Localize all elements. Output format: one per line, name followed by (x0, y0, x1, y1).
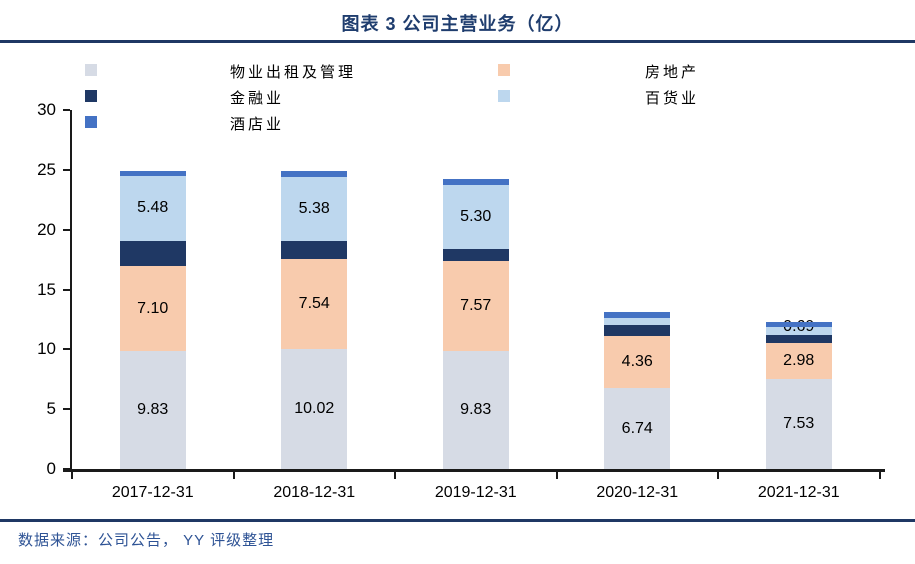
y-axis-tick (63, 228, 70, 231)
y-axis-label: 15 (37, 279, 56, 299)
x-axis-label: 2017-12-31 (111, 484, 194, 501)
bar-segment-label: 6.74 (621, 419, 653, 437)
bar-segment (119, 170, 186, 176)
legend-label: 酒店业 (230, 115, 285, 133)
x-axis-tick (555, 471, 558, 479)
bar-segment-label: 10.02 (294, 400, 335, 418)
bar-segment: 10.02 (281, 349, 348, 469)
bar-segment (119, 241, 186, 267)
y-axis-label: 25 (37, 159, 56, 179)
legend-swatch (85, 90, 97, 102)
y-axis-label: 20 (37, 219, 56, 239)
bar-segment: 7.10 (119, 266, 186, 352)
y-axis-tick (63, 288, 70, 291)
title-divider (0, 40, 915, 43)
bar-segment-label: 9.83 (460, 401, 492, 419)
bar-segment-label: 5.48 (137, 199, 169, 217)
legend-swatch (85, 116, 97, 128)
bar-segment: 2.98 (765, 343, 832, 379)
x-axis-line (63, 469, 885, 472)
bar-segment-label: 4.36 (621, 353, 653, 371)
y-axis-label: 30 (37, 100, 56, 119)
bar-segment: 7.53 (765, 378, 832, 469)
legend-swatch (85, 64, 97, 76)
legend-label: 金融业 (230, 89, 285, 107)
bar-segment: 9.83 (119, 351, 186, 469)
bar-segment (604, 325, 671, 337)
bar-segment: 4.36 (604, 336, 671, 389)
bar-segment-label: 7.54 (298, 294, 330, 312)
y-axis-tick (63, 168, 70, 171)
bar-segment (604, 317, 671, 326)
bar-segment-label: 7.57 (460, 297, 492, 315)
x-axis-tick (232, 471, 235, 479)
bar-segment: 6.74 (604, 388, 671, 469)
y-axis-label: 0 (46, 459, 56, 478)
figure-title: 图表 3 公司主营业务（亿） (341, 14, 574, 34)
y-axis-tick (63, 408, 70, 411)
bar-segment (604, 311, 671, 318)
x-axis-tick (394, 471, 396, 479)
y-axis-label: 10 (37, 339, 56, 359)
y-axis-tick (63, 468, 70, 470)
bar-segment (281, 240, 348, 259)
bar-segment: 9.83 (442, 351, 509, 469)
bar-segment: 7.54 (281, 258, 348, 350)
x-axis-label: 2021-12-31 (757, 484, 840, 501)
bar-segment (765, 322, 832, 328)
bar-segment (442, 248, 509, 261)
bar-segment: 5.30 (442, 185, 509, 249)
bar-segment-label: 5.38 (298, 199, 330, 217)
legend-swatch (498, 90, 510, 102)
bar-segment-label: 5.30 (460, 208, 492, 226)
bar-segment-label: 9.83 (137, 401, 169, 419)
bar-segment: 7.57 (442, 260, 509, 352)
bar-segment (765, 335, 832, 344)
y-axis-label: 5 (46, 399, 56, 419)
bar-segment: 5.38 (281, 176, 348, 241)
x-axis-tick (71, 471, 73, 479)
y-axis-tick (63, 109, 70, 111)
legend-label: 物业出租及管理 (230, 63, 357, 81)
y-axis-line (70, 110, 72, 472)
bar-segment (442, 179, 509, 186)
x-axis-tick (878, 471, 881, 479)
data-source: 数据来源：公司公告， YY 评级整理 (18, 532, 275, 549)
bar-segment: 5.48 (119, 175, 186, 242)
bar-segment-label: 7.10 (137, 299, 169, 317)
legend-swatch (498, 64, 510, 76)
x-axis-label: 2020-12-31 (596, 484, 679, 501)
y-axis-tick (63, 348, 70, 351)
bar-segment (281, 171, 348, 177)
bar-segment-label: 2.98 (783, 352, 815, 370)
footer-divider (0, 519, 915, 522)
x-axis-label: 2018-12-31 (273, 484, 356, 501)
legend-label: 百货业 (645, 89, 700, 107)
bar-segment: 0.69 (765, 318, 832, 336)
x-axis-label: 2019-12-31 (434, 484, 517, 501)
bar-segment-label: 0.69 (783, 318, 814, 336)
stacked-bar-chart: 0 5 10 15 20 25 30 2017-12-31 2018-12-31 2019-12-… (0, 44, 915, 514)
x-axis-tick (717, 471, 719, 479)
bar-segment-label: 7.53 (783, 414, 815, 432)
legend-label: 房地产 (645, 63, 700, 81)
